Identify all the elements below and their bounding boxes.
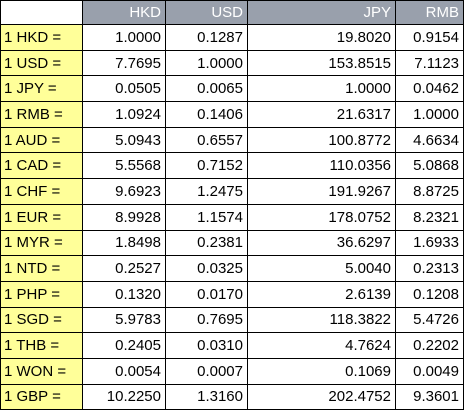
table-row: 1 USD = 7.7695 1.0000 153.8515 7.1123 — [0, 49, 464, 77]
rate-rows: 1 HKD = 1.0000 0.1287 19.8020 0.9154 1 USD = 7… — [0, 24, 464, 411]
column-header-hkd: HKD — [82, 0, 166, 25]
rate-cell-usd: 1.1574 — [165, 203, 248, 231]
corner-header-cell — [0, 0, 83, 25]
rate-cell-rmb: 0.0049 — [395, 357, 464, 385]
table-row: 1 HKD = 1.0000 0.1287 19.8020 0.9154 — [0, 24, 464, 51]
column-header-rmb: RMB — [395, 0, 464, 25]
row-label: 1 WON = — [0, 357, 83, 385]
rate-cell-hkd: 0.1320 — [82, 280, 166, 308]
rate-cell-jpy: 1.0000 — [247, 75, 396, 103]
rate-cell-jpy: 110.0356 — [247, 152, 396, 180]
row-label: 1 HKD = — [0, 24, 83, 51]
table-row: 1 THB = 0.2405 0.0310 4.7624 0.2202 — [0, 332, 464, 359]
row-label: 1 CAD = — [0, 152, 83, 180]
rate-cell-hkd: 10.2250 — [82, 383, 166, 411]
rate-cell-hkd: 0.2527 — [82, 255, 166, 282]
rate-cell-hkd: 9.6923 — [82, 178, 166, 205]
rate-cell-rmb: 8.2321 — [395, 203, 464, 231]
rate-cell-rmb: 0.9154 — [395, 24, 464, 51]
table-row: 1 AUD = 5.0943 0.6557 100.8772 4.6634 — [0, 126, 464, 154]
rate-cell-rmb: 0.2313 — [395, 255, 464, 282]
rate-cell-hkd: 0.0505 — [82, 75, 166, 103]
table-row: 1 MYR = 1.8498 0.2381 36.6297 1.6933 — [0, 229, 464, 257]
rate-cell-jpy: 178.0752 — [247, 203, 396, 231]
rate-cell-hkd: 5.0943 — [82, 126, 166, 154]
rate-cell-jpy: 4.7624 — [247, 332, 396, 359]
rate-cell-hkd: 1.8498 — [82, 229, 166, 257]
table-row: 1 NTD = 0.2527 0.0325 5.0040 0.2313 — [0, 255, 464, 282]
row-label: 1 AUD = — [0, 126, 83, 154]
row-label: 1 EUR = — [0, 203, 83, 231]
row-label: 1 SGD = — [0, 306, 83, 334]
rate-cell-rmb: 0.2202 — [395, 332, 464, 359]
rate-cell-usd: 0.0310 — [165, 332, 248, 359]
rate-cell-hkd: 5.9783 — [82, 306, 166, 334]
rate-cell-rmb: 0.0462 — [395, 75, 464, 103]
table-row: 1 RMB = 1.0924 0.1406 21.6317 1.0000 — [0, 101, 464, 128]
rate-cell-usd: 0.0065 — [165, 75, 248, 103]
rate-cell-rmb: 7.1123 — [395, 49, 464, 77]
rate-cell-usd: 0.7152 — [165, 152, 248, 180]
table-row: 1 GBP = 10.2250 1.3160 202.4752 9.3601 — [0, 383, 464, 411]
row-label: 1 NTD = — [0, 255, 83, 282]
rate-cell-usd: 0.0170 — [165, 280, 248, 308]
rate-cell-hkd: 0.2405 — [82, 332, 166, 359]
table-row: 1 WON = 0.0054 0.0007 0.1069 0.0049 — [0, 357, 464, 385]
rate-cell-usd: 1.0000 — [165, 49, 248, 77]
rate-cell-jpy: 100.8772 — [247, 126, 396, 154]
rate-cell-usd: 0.1287 — [165, 24, 248, 51]
column-header-jpy: JPY — [247, 0, 396, 25]
rate-cell-hkd: 1.0924 — [82, 101, 166, 128]
row-label: 1 THB = — [0, 332, 83, 359]
rate-cell-hkd: 1.0000 — [82, 24, 166, 51]
row-label: 1 GBP = — [0, 383, 83, 411]
table-row: 1 SGD = 5.9783 0.7695 118.3822 5.4726 — [0, 306, 464, 334]
table-row: 1 CHF = 9.6923 1.2475 191.9267 8.8725 — [0, 178, 464, 205]
rate-cell-usd: 0.0007 — [165, 357, 248, 385]
rate-cell-usd: 1.3160 — [165, 383, 248, 411]
row-label: 1 RMB = — [0, 101, 83, 128]
rate-cell-usd: 0.6557 — [165, 126, 248, 154]
row-label: 1 CHF = — [0, 178, 83, 205]
row-label: 1 USD = — [0, 49, 83, 77]
table-row: 1 PHP = 0.1320 0.0170 2.6139 0.1208 — [0, 280, 464, 308]
rate-cell-jpy: 5.0040 — [247, 255, 396, 282]
rate-cell-jpy: 2.6139 — [247, 280, 396, 308]
rate-cell-rmb: 9.3601 — [395, 383, 464, 411]
rate-cell-jpy: 153.8515 — [247, 49, 396, 77]
rate-cell-jpy: 36.6297 — [247, 229, 396, 257]
rate-cell-hkd: 7.7695 — [82, 49, 166, 77]
rate-cell-rmb: 4.6634 — [395, 126, 464, 154]
row-label: 1 JPY = — [0, 75, 83, 103]
rate-cell-hkd: 8.9928 — [82, 203, 166, 231]
table-row: 1 CAD = 5.5568 0.7152 110.0356 5.0868 — [0, 152, 464, 180]
column-header-usd: USD — [165, 0, 248, 25]
rate-cell-jpy: 19.8020 — [247, 24, 396, 51]
rate-cell-rmb: 5.0868 — [395, 152, 464, 180]
rate-cell-rmb: 5.4726 — [395, 306, 464, 334]
row-label: 1 MYR = — [0, 229, 83, 257]
rate-cell-jpy: 191.9267 — [247, 178, 396, 205]
rate-cell-rmb: 0.1208 — [395, 280, 464, 308]
rate-cell-hkd: 5.5568 — [82, 152, 166, 180]
table-row: 1 JPY = 0.0505 0.0065 1.0000 0.0462 — [0, 75, 464, 103]
row-label: 1 PHP = — [0, 280, 83, 308]
rate-cell-usd: 0.2381 — [165, 229, 248, 257]
rate-cell-jpy: 0.1069 — [247, 357, 396, 385]
header-row: HKD USD JPY RMB — [0, 0, 464, 25]
rate-cell-usd: 0.7695 — [165, 306, 248, 334]
rate-cell-jpy: 118.3822 — [247, 306, 396, 334]
rate-cell-rmb: 1.0000 — [395, 101, 464, 128]
rate-cell-usd: 0.0325 — [165, 255, 248, 282]
rate-cell-jpy: 21.6317 — [247, 101, 396, 128]
rate-cell-jpy: 202.4752 — [247, 383, 396, 411]
rate-cell-usd: 1.2475 — [165, 178, 248, 205]
rate-cell-hkd: 0.0054 — [82, 357, 166, 385]
rate-cell-rmb: 8.8725 — [395, 178, 464, 205]
rate-cell-rmb: 1.6933 — [395, 229, 464, 257]
table-row: 1 EUR = 8.9928 1.1574 178.0752 8.2321 — [0, 203, 464, 231]
rate-cell-usd: 0.1406 — [165, 101, 248, 128]
